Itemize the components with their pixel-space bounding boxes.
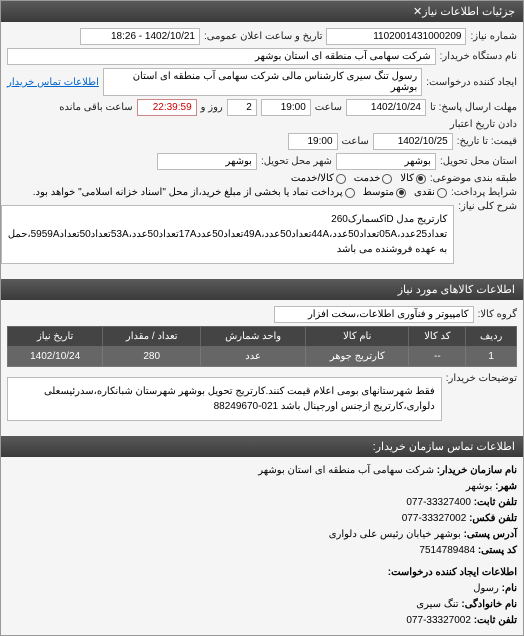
goods-section-title: اطلاعات کالاهای مورد نیاز [1,279,523,300]
cell-row: 1 [466,347,517,367]
installment-radio[interactable]: پرداخت نماد یا بخشی از مبلغ خرید،از محل … [33,187,355,198]
deadline-time-field: 19:00 [261,99,311,116]
contact-phone-value: 33327002-077 [406,615,471,626]
goods-service-radio-label: کالا/خدمت [291,173,334,184]
phone-label: تلفن ثابت: [474,497,517,508]
delivery-place-label: استان محل تحویل: [440,156,517,167]
remaining-label: ساعت باقی مانده [59,102,132,113]
desc-label: شرح کلی نیاز: [458,201,517,212]
family-label: نام خانوادگی: [461,599,517,610]
category-radio-group: کالا خدمت کالا/خدمت [291,173,426,184]
goods-service-radio-dot [336,174,346,184]
city-value: بوشهر [466,481,492,492]
postcode-value: 7514789484 [419,545,475,556]
delivery-city-label: شهر محل تحویل: [261,156,332,167]
table-row[interactable]: 1 -- کارتریج جوهر عدد 280 1402/10/24 [8,347,517,367]
postal-value: بوشهر خیابان رئیس علی دلواری [329,529,461,540]
creator-label: ایجاد کننده درخواست: [426,77,517,88]
payment-radio-group: نقدی متوسط پرداخت نماد یا بخشی از مبلغ خ… [33,187,447,198]
close-icon[interactable]: ✕ [413,5,422,18]
request-number-label: شماره نیاز: [470,31,517,42]
device-field: شرکت سهامی آب منطقه ای استان بوشهر [7,48,436,65]
time-label-2: ساعت [342,136,369,147]
contact-section-title: اطلاعات تماس سازمان خریدار: [1,436,523,457]
device-label: نام دستگاه خریدار: [440,51,517,62]
col-qty: تعداد / مقدار [103,327,201,347]
desc-box: کارتریج مدل iDکسمارک260 تعداد25عدد،05Aتع… [1,205,454,264]
panel-title: جزئیات اطلاعات نیاز [422,5,515,18]
service-radio-label: خدمت [354,173,381,184]
main-panel: جزئیات اطلاعات نیاز ✕ شماره نیاز: 110200… [0,0,524,636]
cell-name: کارتریج جوهر [306,347,409,367]
cell-code: -- [409,347,466,367]
table-header-row: ردیف کد کالا نام کالا واحد شمارش تعداد /… [8,327,517,347]
price-date-field: 1402/10/25 [373,133,453,150]
contact-section: نام سازمان خریدار: شرکت سهامی آب منطقه ا… [1,457,523,635]
creator-field: رسول تنگ سیری کارشناس مالی شرکت سهامی آب… [103,68,422,96]
price-from-label: قیمت: تا تاریخ: [457,136,517,147]
days-field: 2 [227,99,257,116]
city-label: شهر: [495,481,517,492]
delivery-city-field: بوشهر [157,153,257,170]
medium-radio-dot [396,188,406,198]
cell-unit: عدد [201,347,306,367]
announce-field: 1402/10/21 - 18:26 [80,28,200,45]
validity-label: دادن تاریخ اعتبار [450,119,517,130]
goods-table: ردیف کد کالا نام کالا واحد شمارش تعداد /… [7,326,517,367]
medium-radio[interactable]: متوسط [363,187,406,198]
days-label: روز و [201,102,223,113]
fax-label: تلفن فکس: [469,513,517,524]
service-radio-dot [382,174,392,184]
col-name: نام کالا [306,327,409,347]
buyer-note-label: توضیحات خریدار: [446,373,517,384]
time-label-1: ساعت [315,102,342,113]
buyer-note-box: فقط شهرستانهای بومی اعلام قیمت کنند.کارت… [7,377,442,421]
cash-radio[interactable]: نقدی [414,187,447,198]
remaining-time-field: 22:39:59 [137,99,197,116]
installment-radio-label: پرداخت نماد یا بخشی از مبلغ خرید،از محل … [33,187,343,198]
postcode-label: کد پستی: [478,545,517,556]
goods-radio[interactable]: کالا [400,173,426,184]
buyer-contact-link[interactable]: اطلاعات تماس خریدار [7,77,99,88]
col-unit: واحد شمارش [201,327,306,347]
form-area: شماره نیاز: 1102001431000209 تاریخ و ساع… [1,22,523,273]
group-field: کامپیوتر و فنآوری اطلاعات،سخت افزار [274,306,474,323]
col-row: ردیف [466,327,517,347]
service-radio[interactable]: خدمت [354,173,393,184]
name-label: نام: [502,583,517,594]
delivery-province-field: بوشهر [336,153,436,170]
creator-section-label: اطلاعات ایجاد کننده درخواست: [388,567,517,578]
org-value: شرکت سهامی آب منطقه ای استان بوشهر [258,465,434,476]
cell-date: 1402/10/24 [8,347,103,367]
installment-radio-dot [345,188,355,198]
panel-header: جزئیات اطلاعات نیاز ✕ [1,1,523,22]
col-code: کد کالا [409,327,466,347]
deadline-label: مهلت ارسال پاسخ: تا [430,102,517,113]
org-label: نام سازمان خریدار: [437,465,517,476]
phone-value: 33327400-077 [406,497,471,508]
packaging-label: طبقه بندی موضوعی: [430,173,517,184]
deadline-date-field: 1402/10/24 [346,99,426,116]
group-label: گروه کالا: [478,309,517,320]
contact-phone-label: تلفن ثابت: [474,615,517,626]
name-value: رسول [473,583,499,594]
goods-service-radio[interactable]: کالا/خدمت [291,173,346,184]
postal-label: آدرس پستی: [464,529,517,540]
medium-radio-label: متوسط [363,187,394,198]
announce-label: تاریخ و ساعت اعلان عمومی: [204,31,323,42]
family-value: تنگ سیری [416,599,458,610]
cell-qty: 280 [103,347,201,367]
price-time-field: 19:00 [288,133,338,150]
cash-radio-label: نقدی [414,187,435,198]
col-date: تاریخ نیاز [8,327,103,347]
request-number-field: 1102001431000209 [326,28,466,45]
fax-value: 33327002-077 [402,513,467,524]
cash-radio-dot [437,188,447,198]
goods-radio-label: کالا [400,173,414,184]
goods-radio-dot [416,174,426,184]
payment-label: شرایط پرداخت: [451,187,517,198]
